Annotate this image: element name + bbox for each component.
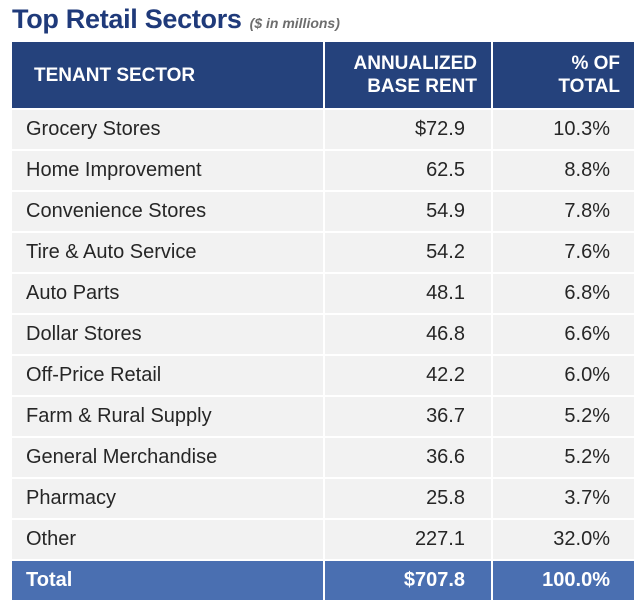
rent-cell: 62.5 xyxy=(325,151,493,192)
table-body: Grocery Stores $72.9 10.3% Home Improvement… xyxy=(12,110,636,561)
sector-cell: Other xyxy=(12,520,325,561)
table-row: Off-Price Retail 42.2 6.0% xyxy=(12,356,636,397)
table-row: Convenience Stores 54.9 7.8% xyxy=(12,192,636,233)
pct-cell: 6.8% xyxy=(493,274,636,315)
rent-cell: 48.1 xyxy=(325,274,493,315)
sector-cell: General Merchandise xyxy=(12,438,325,479)
table-row: Other 227.1 32.0% xyxy=(12,520,636,561)
header-tenant-sector: TENANT SECTOR xyxy=(12,42,325,110)
table-header-row: TENANT SECTOR ANNUALIZED BASE RENT % OF … xyxy=(12,42,636,110)
table-row: Dollar Stores 46.8 6.6% xyxy=(12,315,636,356)
total-rent: $707.8 xyxy=(325,561,493,602)
table-row: Pharmacy 25.8 3.7% xyxy=(12,479,636,520)
rent-cell: 227.1 xyxy=(325,520,493,561)
header-pct-line1: % OF xyxy=(571,53,620,74)
header-pct-line2: TOTAL xyxy=(558,76,620,97)
sector-cell: Convenience Stores xyxy=(12,192,325,233)
pct-cell: 6.6% xyxy=(493,315,636,356)
table-row: Tire & Auto Service 54.2 7.6% xyxy=(12,233,636,274)
rent-cell: 36.6 xyxy=(325,438,493,479)
pct-cell: 5.2% xyxy=(493,397,636,438)
table-row: General Merchandise 36.6 5.2% xyxy=(12,438,636,479)
rent-cell: 42.2 xyxy=(325,356,493,397)
total-label: Total xyxy=(12,561,325,602)
sector-cell: Pharmacy xyxy=(12,479,325,520)
pct-cell: 32.0% xyxy=(493,520,636,561)
pct-cell: 5.2% xyxy=(493,438,636,479)
sector-cell: Farm & Rural Supply xyxy=(12,397,325,438)
sector-cell: Dollar Stores xyxy=(12,315,325,356)
sector-cell: Auto Parts xyxy=(12,274,325,315)
total-pct: 100.0% xyxy=(493,561,636,602)
table-row: Auto Parts 48.1 6.8% xyxy=(12,274,636,315)
sector-cell: Off-Price Retail xyxy=(12,356,325,397)
header-pct-of-total: % OF TOTAL xyxy=(493,42,636,110)
rent-cell: 25.8 xyxy=(325,479,493,520)
header-rent-line2: BASE RENT xyxy=(367,76,477,97)
title-row: Top Retail Sectors ($ in millions) xyxy=(12,4,340,40)
sector-cell: Tire & Auto Service xyxy=(12,233,325,274)
rent-cell: 46.8 xyxy=(325,315,493,356)
pct-cell: 7.6% xyxy=(493,233,636,274)
pct-cell: 8.8% xyxy=(493,151,636,192)
rent-cell: 36.7 xyxy=(325,397,493,438)
table-row: Farm & Rural Supply 36.7 5.2% xyxy=(12,397,636,438)
sectors-table: TENANT SECTOR ANNUALIZED BASE RENT % OF … xyxy=(12,42,636,602)
pct-cell: 3.7% xyxy=(493,479,636,520)
sector-cell: Grocery Stores xyxy=(12,110,325,151)
table-row: Home Improvement 62.5 8.8% xyxy=(12,151,636,192)
rent-cell: 54.2 xyxy=(325,233,493,274)
header-rent-line1: ANNUALIZED xyxy=(353,53,478,74)
header-tenant-sector-label: TENANT SECTOR xyxy=(34,64,196,86)
rent-cell: $72.9 xyxy=(325,110,493,151)
table-row: Grocery Stores $72.9 10.3% xyxy=(12,110,636,151)
pct-cell: 7.8% xyxy=(493,192,636,233)
pct-cell: 10.3% xyxy=(493,110,636,151)
sector-cell: Home Improvement xyxy=(12,151,325,192)
total-row: Total $707.8 100.0% xyxy=(12,561,636,602)
chart-title: Top Retail Sectors xyxy=(12,4,242,34)
chart-subtitle: ($ in millions) xyxy=(249,15,340,31)
pct-cell: 6.0% xyxy=(493,356,636,397)
rent-cell: 54.9 xyxy=(325,192,493,233)
header-annualized-base-rent: ANNUALIZED BASE RENT xyxy=(325,42,493,110)
